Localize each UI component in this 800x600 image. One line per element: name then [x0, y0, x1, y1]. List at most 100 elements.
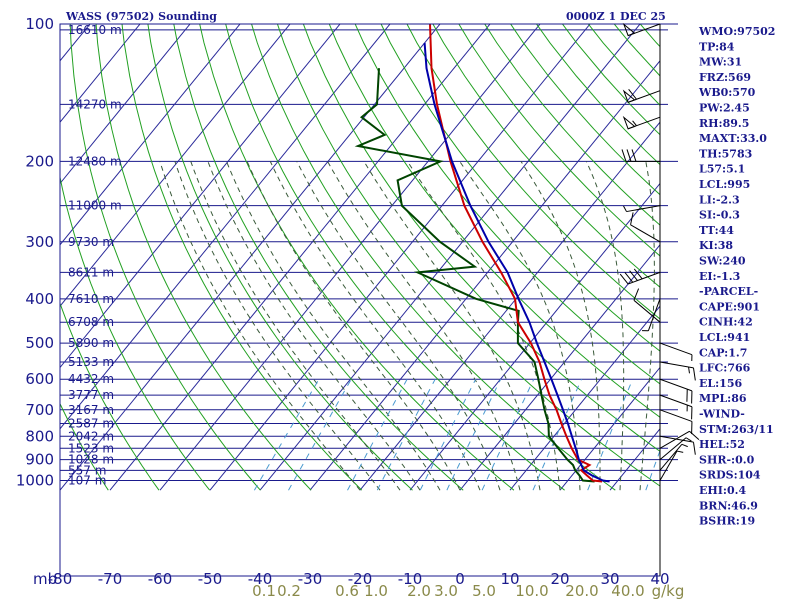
index-value: SW:240 — [699, 255, 746, 268]
wind-barb — [659, 342, 693, 362]
dry-adiabat — [406, 24, 660, 320]
wind-barb — [659, 435, 696, 455]
index-value: LFC:766 — [699, 362, 751, 375]
mixing-ratio-unit-label: g/kg — [652, 582, 685, 600]
index-value: SHR-:0.0 — [699, 453, 755, 466]
index-value: L57:5.1 — [699, 163, 745, 176]
index-value: RH:89.5 — [699, 117, 749, 130]
index-value: -WIND- — [699, 408, 745, 421]
height-label: 8611 m — [68, 265, 114, 279]
pressure-tick-label: 500 — [25, 334, 54, 352]
dry-adiabat — [748, 3, 800, 490]
isotherm — [459, 244, 660, 491]
pressure-tick-label: 100 — [25, 15, 54, 33]
temperature-tick-label: 40 — [650, 570, 669, 588]
isotherm — [60, 24, 341, 369]
dry-adiabat — [121, 24, 363, 491]
wind-barb — [659, 409, 693, 435]
temperature-trace — [429, 24, 603, 483]
height-label: 5133 m — [68, 355, 114, 369]
dry-adiabat — [199, 24, 515, 491]
wind-barb — [622, 22, 661, 37]
isotherm — [60, 24, 141, 123]
mixing-ratio-line — [376, 378, 436, 491]
parcel-trace — [423, 42, 610, 483]
mixing-ratio-line — [253, 378, 320, 491]
index-value: LI:-2.3 — [699, 193, 740, 206]
index-value: SI:-0.3 — [699, 209, 740, 222]
wind-barb — [621, 149, 660, 162]
index-value: HEL:52 — [699, 438, 745, 451]
index-value: TH:5783 — [699, 147, 752, 160]
dry-adiabat — [225, 24, 565, 491]
height-label: 16610 m — [68, 23, 122, 37]
temperature-tick-label: -40 — [248, 570, 273, 588]
index-value: BSHR:19 — [699, 515, 755, 528]
index-value: -PARCEL- — [699, 285, 758, 298]
dry-adiabat — [60, 174, 211, 491]
moist-adiabat — [407, 161, 561, 491]
height-label: 5890 m — [68, 336, 114, 350]
index-value: TT:44 — [699, 224, 734, 237]
mixing-ratio-line — [645, 449, 660, 491]
index-value: WB0:570 — [698, 86, 756, 99]
moist-adiabat — [520, 161, 601, 491]
moist-adiabat — [226, 161, 441, 491]
isotherm — [509, 305, 660, 491]
dry-adiabat — [773, 3, 800, 490]
wind-barb — [659, 430, 700, 449]
mixing-ratio-line — [288, 378, 352, 491]
wind-barb — [630, 212, 661, 243]
pressure-unit-label: mb — [33, 570, 57, 588]
moist-adiabat — [327, 161, 521, 491]
isotherm — [109, 24, 491, 491]
isotherm — [259, 24, 641, 491]
mixing-ratio-label: 2.0 — [407, 582, 431, 600]
moist-adiabat — [639, 161, 655, 491]
index-value: SRDS:104 — [699, 469, 761, 482]
isotherm — [209, 24, 591, 491]
isotherm — [309, 60, 660, 491]
mixing-ratio-label: 10.0 — [515, 582, 548, 600]
index-value: LCL:941 — [699, 331, 750, 344]
moist-adiabat — [269, 161, 481, 491]
wind-barb — [622, 89, 661, 103]
dry-adiabat — [95, 24, 312, 491]
isotherm — [159, 24, 541, 491]
wind-barb — [633, 288, 661, 323]
moist-adiabat — [659, 486, 660, 491]
height-label: 12480 m — [68, 154, 122, 168]
pressure-tick-label: 700 — [25, 401, 54, 419]
index-value: BRN:46.9 — [699, 499, 758, 512]
dry-adiabat — [0, 3, 7, 490]
height-label: 14270 m — [68, 97, 122, 111]
wind-barb — [659, 361, 696, 381]
dry-adiabat — [561, 24, 660, 136]
dry-adiabat — [458, 24, 660, 257]
isotherm — [60, 24, 191, 185]
isotherm — [60, 24, 391, 430]
wind-barb — [659, 437, 692, 460]
pressure-tick-label: 300 — [25, 233, 54, 251]
isotherm — [409, 182, 660, 491]
height-label: 3167 m — [68, 403, 114, 417]
isotherm — [60, 24, 441, 491]
index-value: CAPE:901 — [699, 300, 760, 313]
index-value: EHI:0.4 — [699, 484, 746, 497]
index-value: LCL:995 — [699, 178, 750, 191]
index-value: STM:263/11 — [699, 423, 774, 436]
index-value: MAXT:33.0 — [699, 132, 767, 145]
dry-adiabat — [60, 402, 109, 491]
height-label: 11000 m — [68, 199, 122, 213]
index-value: TP:84 — [699, 40, 735, 53]
dry-adiabat — [484, 24, 660, 226]
temperature-tick-label: -80 — [48, 570, 73, 588]
dry-adiabat — [380, 24, 660, 352]
wind-barb — [642, 298, 661, 332]
height-label: 6708 m — [68, 315, 114, 329]
mixing-ratio-label: 20.0 — [565, 582, 598, 600]
isotherm — [359, 121, 660, 491]
index-value: EL:156 — [699, 377, 742, 390]
